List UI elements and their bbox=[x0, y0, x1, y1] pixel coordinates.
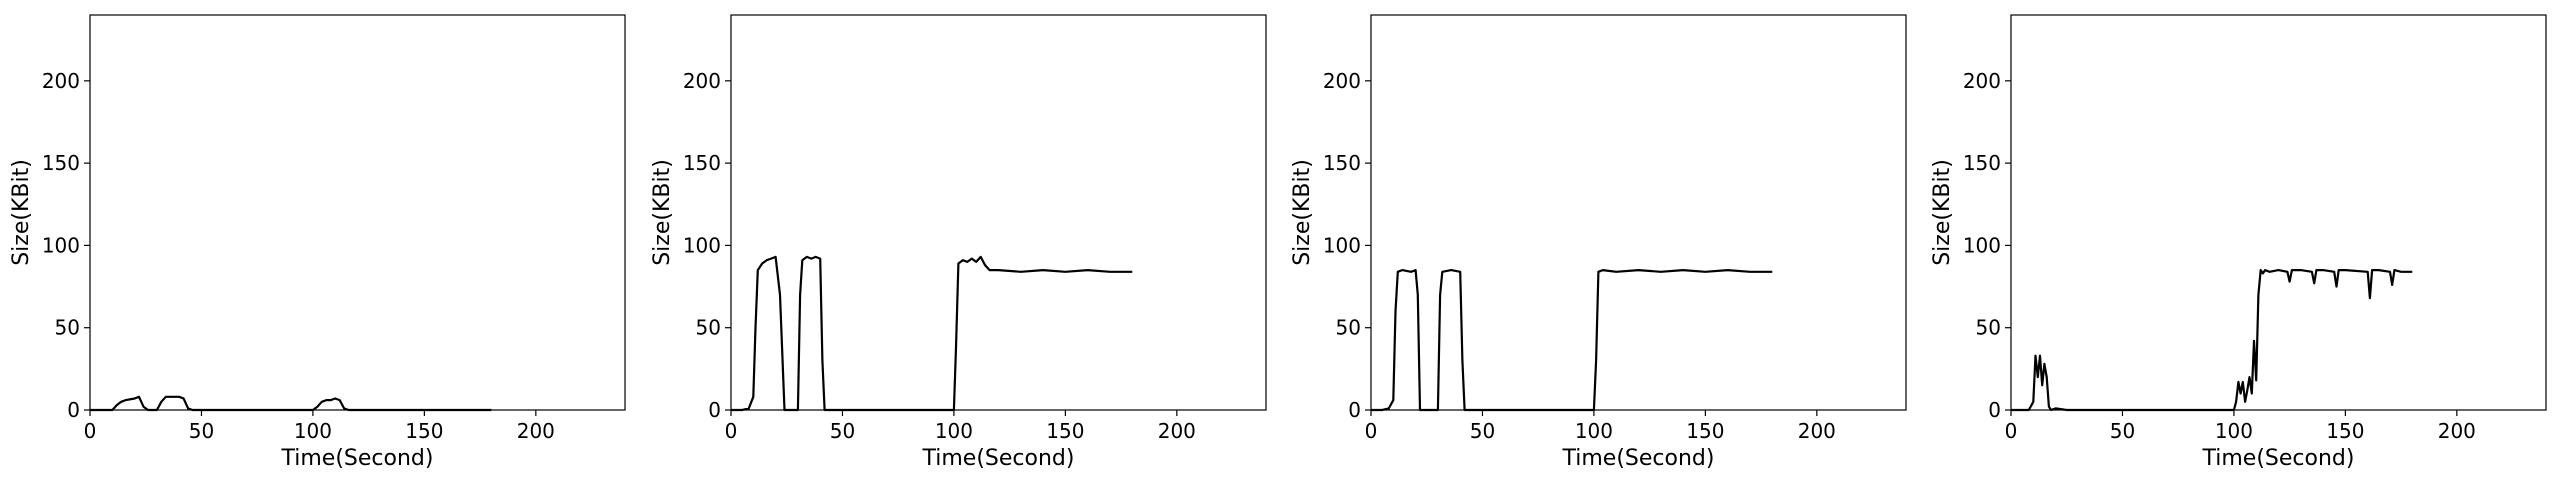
y-tick-label: 100 bbox=[42, 233, 80, 257]
series-line-1 bbox=[90, 395, 492, 412]
x-tick-label: 100 bbox=[294, 419, 332, 443]
y-axis-label: Size(KBit) bbox=[650, 159, 675, 266]
x-axis-label: Time(Second) bbox=[281, 446, 434, 471]
x-tick-label: 150 bbox=[405, 419, 443, 443]
x-tick-label: 200 bbox=[1158, 419, 1196, 443]
y-tick-label: 200 bbox=[1323, 69, 1361, 93]
y-tick-label: 100 bbox=[683, 233, 721, 257]
x-tick-label: 50 bbox=[2110, 419, 2135, 443]
chart-panel-2: 0 50 100 150 200 0 50 100 150 200 Time(Second) Size… bbox=[650, 14, 1267, 471]
x-tick-label: 50 bbox=[189, 419, 214, 443]
y-tick-label: 150 bbox=[1323, 151, 1361, 175]
plot-frame bbox=[1370, 14, 1907, 411]
y-tick-label: 0 bbox=[708, 398, 721, 422]
x-axis-label: Time(Second) bbox=[922, 446, 1075, 471]
x-tick-label: 0 bbox=[725, 419, 738, 443]
y-tick-label: 200 bbox=[683, 69, 721, 93]
y-tick-label: 200 bbox=[42, 69, 80, 93]
x-tick-label: 200 bbox=[1798, 419, 1836, 443]
x-tick-label: 0 bbox=[84, 419, 97, 443]
x-tick-label: 100 bbox=[1575, 419, 1613, 443]
series-line-1 bbox=[2011, 269, 2413, 412]
y-tick-label: 0 bbox=[67, 398, 80, 422]
chart-panel-3: 0 50 100 150 200 0 50 100 150 200 Time(Second) Size… bbox=[1290, 14, 1907, 471]
y-tick-label: 50 bbox=[696, 316, 721, 340]
x-tick-label: 50 bbox=[830, 419, 855, 443]
y-tick-label: 0 bbox=[1988, 398, 2001, 422]
x-tick-label: 200 bbox=[2438, 419, 2476, 443]
y-axis-label: Size(KBit) bbox=[1930, 159, 1955, 266]
x-tick-label: 150 bbox=[2326, 419, 2364, 443]
x-tick-label: 50 bbox=[1470, 419, 1495, 443]
x-tick-label: 200 bbox=[517, 419, 555, 443]
plot-frame bbox=[730, 14, 1267, 411]
x-tick-label: 100 bbox=[935, 419, 973, 443]
y-tick-label: 200 bbox=[1963, 69, 2001, 93]
y-tick-label: 0 bbox=[1348, 398, 1361, 422]
y-tick-label: 100 bbox=[1963, 233, 2001, 257]
chart-panel-1: 0 50 100 150 200 0 50 100 150 200 Time(Second) Size… bbox=[9, 14, 626, 471]
y-axis-label: Size(KBit) bbox=[1290, 159, 1315, 266]
y-axis-label: Size(KBit) bbox=[9, 159, 34, 266]
y-tick-label: 50 bbox=[1336, 316, 1361, 340]
x-tick-label: 150 bbox=[1046, 419, 1084, 443]
x-axis-label: Time(Second) bbox=[2202, 446, 2355, 471]
plot-frame bbox=[89, 14, 626, 411]
plot-frame bbox=[2010, 14, 2547, 411]
y-tick-label: 100 bbox=[1323, 233, 1361, 257]
y-tick-label: 150 bbox=[683, 151, 721, 175]
y-tick-label: 150 bbox=[42, 151, 80, 175]
y-tick-label: 50 bbox=[1976, 316, 2001, 340]
series-line-1 bbox=[1371, 269, 1773, 412]
y-tick-label: 50 bbox=[55, 316, 80, 340]
chart-panel-4: 0 50 100 150 200 0 50 100 150 200 Time(Second) Size… bbox=[1930, 14, 2547, 471]
y-tick-label: 150 bbox=[1963, 151, 2001, 175]
x-tick-label: 150 bbox=[1686, 419, 1724, 443]
x-tick-label: 0 bbox=[1365, 419, 1378, 443]
series-line-1 bbox=[731, 255, 1133, 412]
x-tick-label: 100 bbox=[2215, 419, 2253, 443]
x-axis-label: Time(Second) bbox=[1562, 446, 1715, 471]
x-tick-label: 0 bbox=[2005, 419, 2018, 443]
